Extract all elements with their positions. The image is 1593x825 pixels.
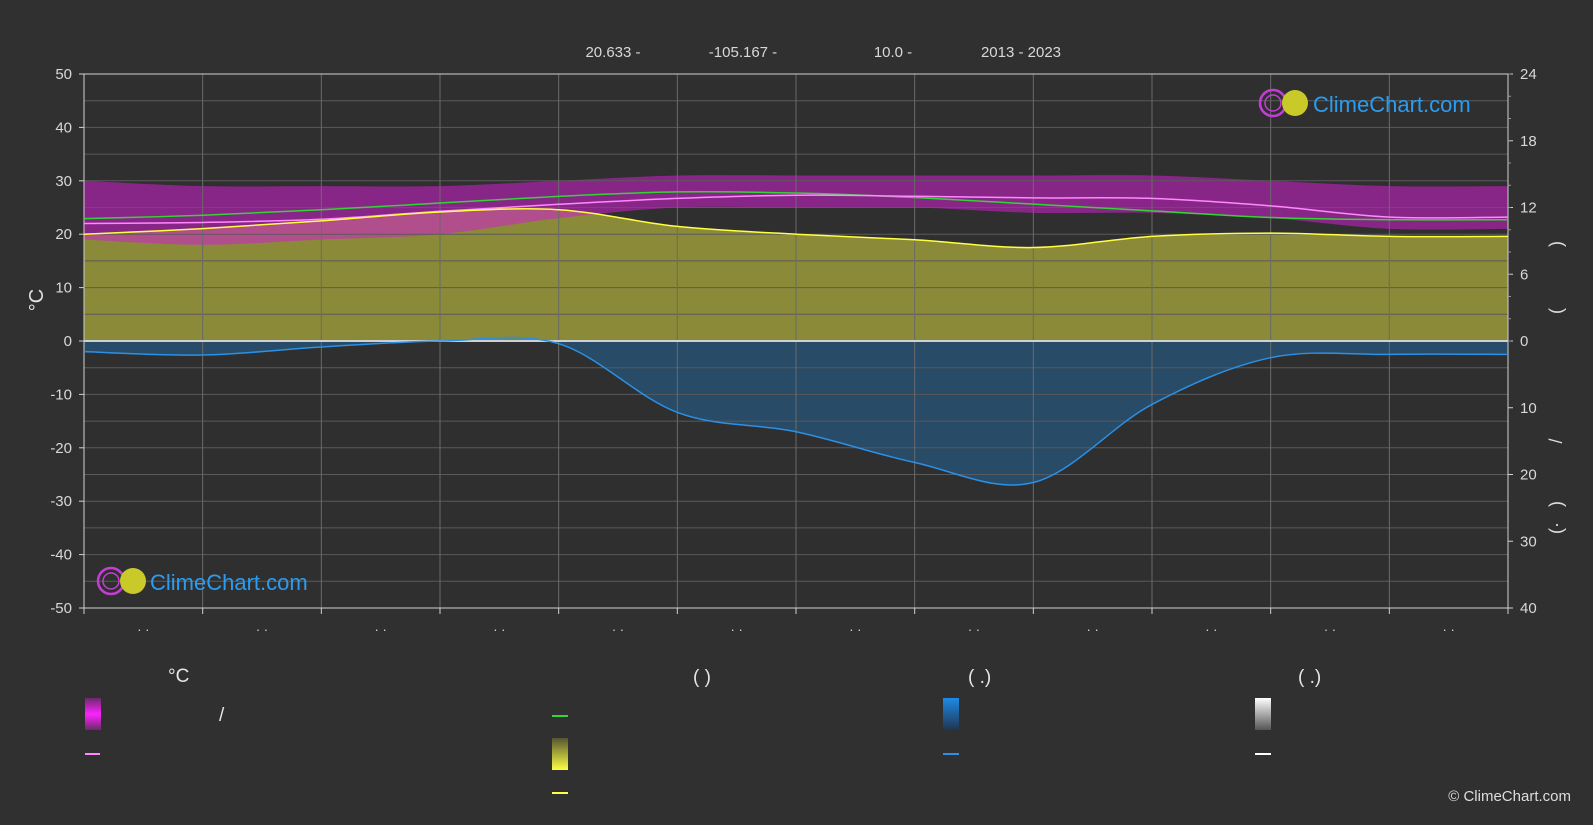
right-tick-label: 6: [1520, 266, 1528, 283]
legend-sunshine-line: [552, 792, 568, 794]
watermark-bottom: ClimeChart.com: [96, 566, 308, 596]
right-lower-label-a: /: [1546, 438, 1566, 443]
logo-ring-inner-icon: [1264, 94, 1282, 112]
legend-col2-heading: ( ): [693, 667, 711, 688]
header-years: 2013 - 2023: [981, 44, 1061, 61]
header-lon: -105.167 -: [709, 44, 777, 61]
right-tick-label: 40: [1520, 600, 1537, 617]
legend-sunshine-swatch: [552, 738, 568, 770]
left-tick-label: -50: [50, 600, 72, 617]
legend-snow-line: [1255, 753, 1271, 755]
legend-precip-swatch: [943, 698, 959, 730]
legend-temp-mean-line: [85, 753, 100, 755]
left-axis-title: °C: [26, 289, 48, 311]
right-upper-label-b: (: [1546, 308, 1566, 314]
legend-col3-heading: ( .): [968, 667, 991, 688]
legend-col1-heading: °C: [168, 666, 189, 687]
left-tick-label: -40: [50, 547, 72, 564]
header-elev: 10.0 -: [874, 44, 912, 61]
copyright: © ClimeChart.com: [1448, 788, 1571, 805]
x-tick-label: · ·: [493, 622, 505, 637]
logo-ring-inner-icon: [102, 572, 120, 590]
left-tick-label: -30: [50, 493, 72, 510]
x-tick-label: · ·: [1205, 622, 1217, 637]
left-tick-label: 50: [55, 66, 72, 83]
sunshine-line: [83, 208, 1509, 249]
right-tick-label: 12: [1520, 200, 1537, 217]
legend: °C ( ) ( .) ( .) /: [85, 666, 1321, 794]
left-tick-label: 0: [64, 333, 72, 350]
x-tick-label: · ·: [1324, 622, 1336, 637]
x-tick-label: · ·: [968, 622, 980, 637]
logo-sun-icon: [120, 568, 146, 594]
watermark-text-bottom: ClimeChart.com: [150, 570, 308, 595]
legend-col4-heading: ( .): [1298, 667, 1321, 688]
watermark-text-top: ClimeChart.com: [1313, 92, 1471, 117]
x-tick-label: · ·: [137, 622, 149, 637]
legend-snow-swatch: [1255, 698, 1271, 730]
left-tick-label: 10: [55, 280, 72, 297]
left-tick-label: 40: [55, 119, 72, 136]
left-tick-label: 20: [55, 226, 72, 243]
legend-temp-range-swatch: [85, 698, 101, 730]
x-tick-label: · ·: [612, 622, 624, 637]
temp-mean-line: [83, 194, 1509, 225]
right-lower-label-b: ): [1546, 501, 1566, 507]
right-tick-label: 0: [1520, 333, 1528, 350]
x-tick-label: · ·: [1443, 622, 1455, 637]
logo-sun-icon: [1282, 90, 1308, 116]
right-tick-label: 10: [1520, 400, 1537, 417]
legend-precip-line: [943, 753, 959, 755]
daylight-line: [83, 190, 1509, 221]
x-tick-label: · ·: [375, 622, 387, 637]
left-tick-label: -10: [50, 386, 72, 403]
left-tick-label: 30: [55, 173, 72, 190]
legend-daylight-line: [552, 715, 568, 717]
right-lower-label-c: (·: [1546, 522, 1566, 534]
right-upper-label-a: ): [1546, 241, 1566, 247]
x-tick-label: · ·: [256, 622, 268, 637]
x-tick-label: · ·: [1087, 622, 1099, 637]
right-tick-label: 24: [1520, 66, 1537, 83]
precip-line: [83, 336, 1509, 486]
x-tick-label: · ·: [731, 622, 743, 637]
right-tick-label: 30: [1520, 533, 1537, 550]
legend-col1-slash: /: [219, 705, 225, 726]
x-tick-label: · ·: [849, 622, 861, 637]
right-tick-label: 18: [1520, 133, 1537, 150]
right-tick-label: 20: [1520, 467, 1537, 484]
left-tick-label: -20: [50, 440, 72, 457]
header-lat: 20.633 -: [585, 44, 640, 61]
watermark-top: ClimeChart.com: [1258, 88, 1471, 118]
